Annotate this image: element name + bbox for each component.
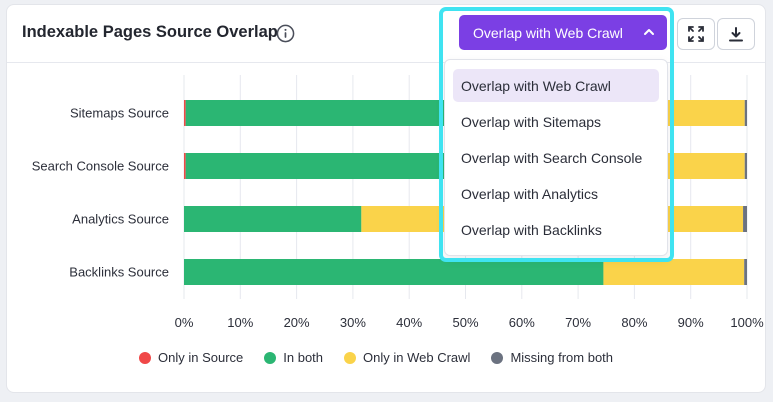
legend-label: In both — [283, 350, 324, 365]
legend-item-only-in-web-crawl[interactable]: Only in Web Crawl — [344, 350, 470, 365]
x-tick-label: 70% — [565, 315, 591, 330]
bar-segment[interactable] — [603, 259, 745, 285]
y-category-label: Analytics Source — [72, 212, 169, 227]
menu-item-web-crawl[interactable]: Overlap with Web Crawl — [453, 69, 659, 102]
x-tick-label: 30% — [340, 315, 366, 330]
download-icon — [729, 26, 743, 41]
y-category-label: Sitemaps Source — [70, 106, 169, 121]
x-tick-label: 0% — [175, 315, 194, 330]
x-tick-label: 20% — [284, 315, 310, 330]
x-tick-label: 60% — [509, 315, 535, 330]
menu-item-backlinks[interactable]: Overlap with Backlinks — [461, 221, 602, 238]
legend-item-only-in-source[interactable]: Only in Source — [139, 350, 243, 365]
expand-button[interactable] — [677, 18, 715, 50]
legend-item-missing-from-both[interactable]: Missing from both — [491, 350, 613, 365]
download-button[interactable] — [717, 18, 755, 50]
bar-segment[interactable] — [184, 206, 362, 232]
menu-item-search-console[interactable]: Overlap with Search Console — [461, 149, 643, 166]
bar-segment[interactable] — [184, 259, 604, 285]
x-tick-label: 40% — [396, 315, 422, 330]
legend-swatch — [264, 351, 277, 364]
legend-swatch — [344, 351, 357, 364]
legend-label: Only in Source — [158, 350, 244, 365]
x-tick-label: 90% — [678, 315, 704, 330]
chevron-up-icon — [644, 29, 654, 35]
overlap-dropdown-menu: Overlap with Web Crawl Overlap with Site… — [444, 59, 668, 256]
x-tick-label: 100% — [730, 315, 764, 330]
menu-item-sitemaps[interactable]: Overlap with Sitemaps — [461, 113, 602, 130]
expand-icon — [688, 26, 704, 42]
dropdown-selected-label: Overlap with Web Crawl — [473, 24, 623, 41]
menu-item-analytics[interactable]: Overlap with Analytics — [461, 185, 598, 202]
y-category-label: Search Console Source — [32, 159, 169, 174]
card-title: Indexable Pages Source Overlap — [22, 23, 278, 41]
bar-segment[interactable] — [744, 100, 747, 126]
legend-item-in-both[interactable]: In both — [264, 350, 323, 365]
bar-segment[interactable] — [744, 153, 747, 179]
info-icon[interactable] — [276, 24, 295, 43]
y-category-label: Backlinks Source — [69, 265, 169, 280]
bar-segment[interactable] — [743, 206, 747, 232]
bar-segment[interactable] — [184, 100, 186, 126]
header-divider — [7, 62, 765, 63]
bar-segment[interactable] — [184, 153, 186, 179]
x-tick-label: 80% — [621, 315, 647, 330]
x-tick-label: 50% — [452, 315, 478, 330]
chart-legend: Only in Source In both Only in Web Crawl… — [139, 350, 613, 365]
legend-label: Missing from both — [510, 350, 614, 365]
legend-label: Only in Web Crawl — [363, 350, 471, 365]
x-tick-label: 10% — [227, 315, 253, 330]
bar-segment[interactable] — [744, 259, 747, 285]
overlap-dropdown-button[interactable]: Overlap with Web Crawl — [459, 15, 667, 50]
legend-swatch — [491, 351, 504, 364]
legend-swatch — [139, 351, 151, 364]
